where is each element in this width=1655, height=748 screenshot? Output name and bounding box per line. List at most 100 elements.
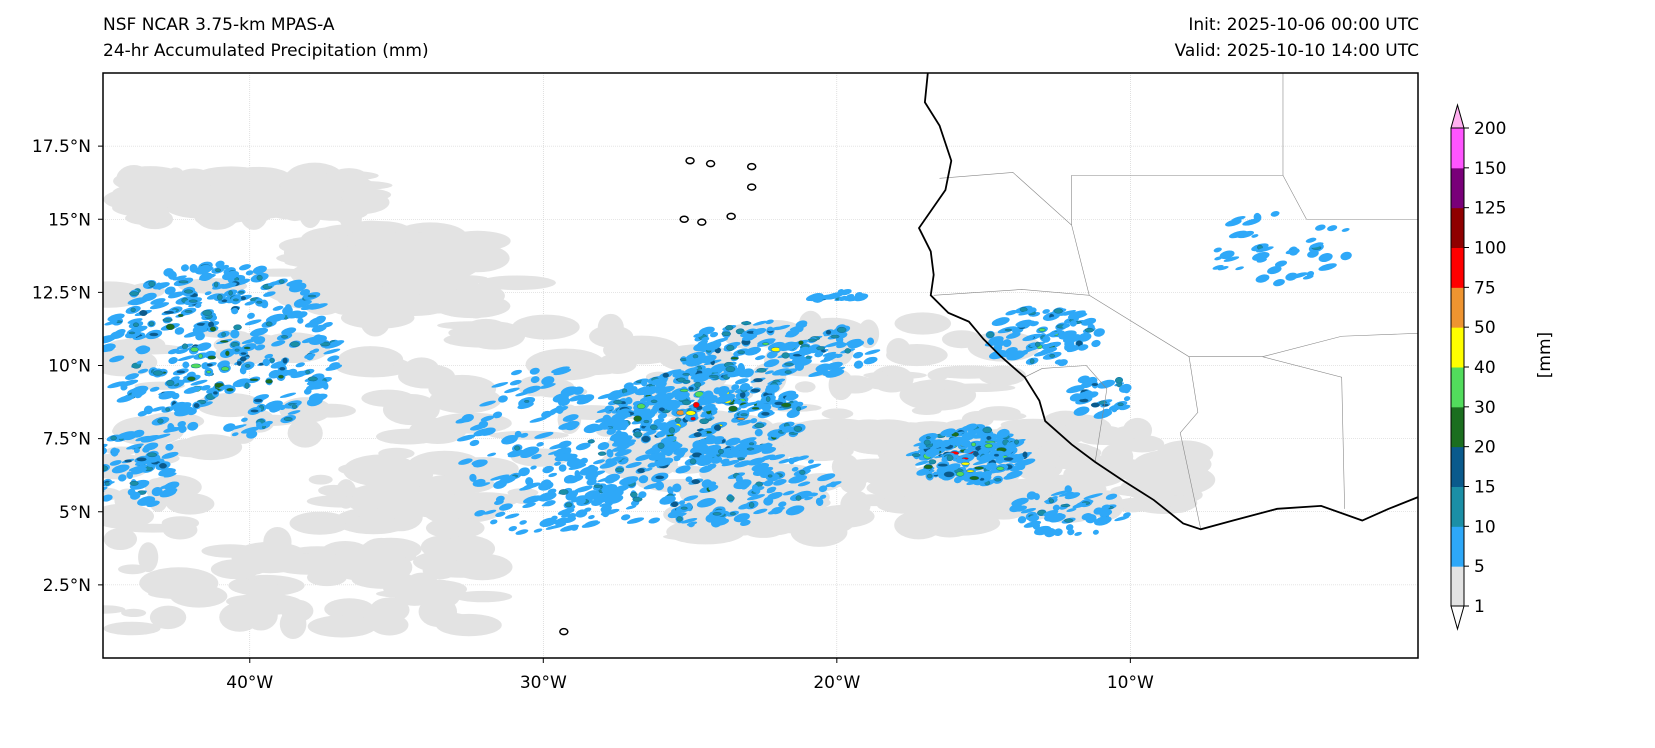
precip-blob (619, 442, 628, 449)
precip-blob (825, 369, 845, 378)
lat-tick-label: 15°N (48, 210, 91, 230)
precip-core (784, 370, 792, 374)
precip-blob (768, 492, 779, 498)
precip-blob (103, 335, 116, 342)
precip-blob (751, 484, 759, 493)
precip-blob (507, 488, 539, 498)
precip-blob (711, 456, 723, 464)
precip-blob (215, 260, 225, 268)
colorbar-segment (1451, 367, 1464, 408)
precip-blob (886, 344, 948, 367)
precip-blob (472, 459, 488, 468)
country-borders (933, 73, 1418, 530)
precip-blob (735, 450, 748, 459)
precip-blob (720, 449, 740, 458)
colorbar-tick-label: 125 (1474, 199, 1506, 219)
precip-blob (746, 494, 766, 501)
precip-blob (297, 300, 312, 307)
precip-blob (626, 517, 645, 524)
precip-blob (864, 349, 881, 355)
precip-blob (554, 453, 573, 462)
precip-blob (1073, 406, 1090, 416)
precip-core (735, 328, 745, 335)
map-axes: 40°W 30°W 20°W 10°W 2.5°N 5°N 7.5°N 10°N 12.5°N 1… (32, 137, 1154, 693)
precip-core (746, 447, 755, 451)
precip-blob (280, 599, 314, 623)
precip-blob (754, 355, 766, 361)
precip-blob (249, 327, 269, 337)
precip-blob (792, 401, 804, 408)
precip-blob (991, 317, 1010, 326)
precip-core (1079, 398, 1089, 403)
precip-blob (643, 482, 663, 490)
precip-blob (369, 597, 410, 623)
precip-blob (731, 384, 740, 391)
precip-blob (1044, 331, 1061, 337)
precip-blob (734, 378, 749, 385)
precip-blob (301, 336, 321, 344)
precip-core (741, 321, 752, 325)
precip-core (761, 411, 770, 416)
precip-blob (657, 412, 668, 419)
precip-core (750, 388, 761, 393)
precip-blob (115, 328, 126, 335)
precip-core (184, 310, 193, 313)
precip-blob (231, 307, 239, 315)
precip-blob (1140, 464, 1216, 496)
precip-core (176, 370, 186, 374)
precip-core (613, 400, 623, 405)
precip-blob (663, 532, 735, 541)
precip-blob (263, 291, 276, 297)
precip-blob (927, 369, 949, 381)
precip-core (633, 431, 643, 438)
precip-blob (339, 188, 392, 202)
precip-core (615, 467, 624, 473)
precip-core (256, 300, 263, 304)
precip-blob (808, 459, 814, 464)
precip-core (643, 419, 650, 424)
island-outline (746, 162, 757, 171)
precip-blob (231, 432, 239, 437)
precip-blob (639, 395, 655, 402)
precip-blob (557, 508, 575, 516)
precip-blob (127, 297, 147, 305)
country-border (1262, 333, 1418, 358)
precip-blob (553, 368, 572, 376)
precip-blob (455, 417, 472, 424)
precip-blob (753, 508, 768, 515)
precip-core (699, 418, 709, 425)
precip-blob (1020, 508, 1037, 514)
lon-tick-label: 40°W (226, 673, 273, 693)
precip-blob (617, 390, 638, 397)
precip-blob (545, 525, 557, 530)
precip-blob (109, 460, 122, 466)
lon-tick-label: 20°W (813, 673, 860, 693)
precip-blob (876, 495, 938, 514)
precip-blob (149, 386, 160, 392)
precip-blob (529, 367, 540, 375)
precip-blob (187, 421, 199, 431)
precip-blob (1092, 529, 1099, 535)
precip-core (748, 502, 755, 508)
precip-blob (597, 442, 610, 451)
precip-blob (963, 447, 974, 454)
precip-blob (853, 360, 864, 369)
precip-core (682, 373, 690, 376)
precip-blob (118, 564, 148, 575)
precip-blob (149, 605, 187, 630)
precip-blob (1340, 251, 1352, 261)
precip-blob (534, 431, 554, 439)
precip-blob (1219, 250, 1235, 260)
precip-core (1048, 498, 1054, 504)
precip-core (238, 291, 245, 294)
precip-blob (240, 426, 260, 434)
colorbar-segment (1451, 566, 1464, 607)
colorbar-tick-label: 40 (1474, 358, 1496, 378)
precip-blob (1053, 528, 1063, 537)
colorbar-label: [mm] (1535, 332, 1555, 378)
precip-blob (573, 485, 593, 493)
precip-core (305, 369, 311, 375)
precip-core (994, 453, 999, 457)
precip-blob (271, 553, 344, 575)
precip-blob (586, 478, 597, 486)
